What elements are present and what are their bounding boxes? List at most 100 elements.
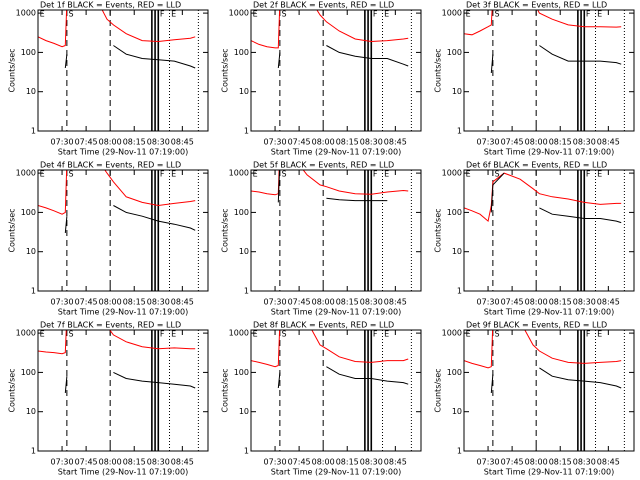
y-tick-label: 1 (31, 127, 36, 136)
y-tick-label: 1000 (229, 9, 249, 18)
y-tick-label: 1000 (442, 329, 462, 338)
annotation: F (160, 170, 165, 179)
y-axis-label: Counts/sec (221, 48, 230, 92)
annotation: E (597, 330, 602, 339)
panel: Det 5f BLACK = Events, RED = LLD Counts/s… (221, 161, 422, 317)
x-tick-label: 08:30 (360, 458, 383, 467)
x-tick-label: 07:30 (264, 138, 287, 147)
plot-frame (250, 9, 422, 132)
y-tick-label: 10 (239, 247, 249, 256)
x-tick-label: 08:45 (171, 298, 194, 307)
annotation: F (586, 330, 591, 339)
annotation: F (373, 170, 378, 179)
annotation: E (253, 10, 258, 19)
x-axis-label: Start Time (29-Nov-11 07:19:00) (484, 148, 614, 157)
y-tick-label: 1000 (16, 329, 36, 338)
annotation: F (373, 10, 378, 19)
x-tick-label: 08:45 (171, 458, 194, 467)
x-axis-label: Start Time (29-Nov-11 07:19:00) (58, 468, 188, 477)
x-tick-label: 08:00 (525, 298, 548, 307)
plot-frame (463, 9, 635, 132)
chart-title: Det 1f BLACK = Events, RED = LLD (40, 1, 181, 10)
y-tick-label: 100 (21, 208, 36, 217)
y-axis-label: Counts/sec (434, 208, 443, 252)
x-axis-label: Start Time (29-Nov-11 07:19:00) (58, 308, 188, 317)
y-tick-label: 1000 (229, 329, 249, 338)
annotation: E (466, 330, 471, 339)
x-tick-label: 08:15 (549, 458, 572, 467)
chart-title: Det 9f BLACK = Events, RED = LLD (466, 321, 607, 330)
panel: Det 6f BLACK = Events, RED = LLD Counts/s… (434, 161, 635, 317)
annotation: S (281, 170, 286, 179)
x-tick-label: 07:30 (51, 138, 74, 147)
plot-frame (250, 329, 422, 452)
chart-title: Det 4f BLACK = Events, RED = LLD (40, 161, 181, 170)
panel: Det 8f BLACK = Events, RED = LLD Counts/s… (221, 321, 422, 477)
annotation: S (281, 10, 286, 19)
y-tick-label: 10 (26, 247, 36, 256)
annotation: E (171, 170, 176, 179)
annotation: F (373, 330, 378, 339)
chart-title: Det 7f BLACK = Events, RED = LLD (40, 321, 181, 330)
x-tick-label: 08:45 (384, 298, 407, 307)
x-tick-label: 08:00 (99, 138, 122, 147)
x-tick-label: 07:30 (477, 138, 500, 147)
x-tick-label: 08:15 (123, 298, 146, 307)
series-line (464, 330, 622, 369)
annotation: S (68, 170, 73, 179)
x-axis-label: Start Time (29-Nov-11 07:19:00) (484, 468, 614, 477)
x-tick-label: 08:00 (99, 458, 122, 467)
y-tick-label: 10 (239, 407, 249, 416)
series-line (464, 10, 622, 36)
y-tick-label: 100 (234, 208, 249, 217)
x-tick-label: 07:30 (477, 298, 500, 307)
y-axis-label: Counts/sec (434, 368, 443, 412)
annotation: S (494, 330, 499, 339)
y-tick-label: 100 (447, 48, 462, 57)
x-tick-label: 08:45 (597, 138, 620, 147)
x-tick-label: 07:45 (288, 138, 311, 147)
series-line (38, 170, 196, 215)
x-tick-label: 08:30 (147, 298, 170, 307)
annotation: E (384, 170, 389, 179)
annotation: S (494, 170, 499, 179)
annotation: E (40, 10, 45, 19)
series-line (38, 330, 196, 355)
y-tick-label: 100 (234, 368, 249, 377)
y-axis-label: Counts/sec (8, 368, 17, 412)
x-tick-label: 08:00 (99, 298, 122, 307)
x-tick-label: 07:45 (288, 458, 311, 467)
x-axis-label: Start Time (29-Nov-11 07:19:00) (484, 308, 614, 317)
annotation: S (494, 10, 499, 19)
series-line (64, 205, 196, 234)
annotation: F (586, 10, 591, 19)
y-tick-label: 1000 (16, 169, 36, 178)
annotation: F (160, 330, 165, 339)
x-tick-label: 07:45 (501, 138, 524, 147)
panel: Det 1f BLACK = Events, RED = LLD Counts/s… (8, 1, 209, 157)
chart-title: Det 5f BLACK = Events, RED = LLD (253, 161, 394, 170)
x-tick-label: 08:45 (384, 138, 407, 147)
x-tick-label: 07:30 (51, 298, 74, 307)
chart-title: Det 6f BLACK = Events, RED = LLD (466, 161, 607, 170)
y-tick-label: 1000 (16, 9, 36, 18)
x-tick-label: 08:30 (360, 298, 383, 307)
x-tick-label: 08:30 (573, 138, 596, 147)
y-tick-label: 1 (457, 287, 462, 296)
series-line (251, 10, 409, 49)
x-axis-label: Start Time (29-Nov-11 07:19:00) (271, 308, 401, 317)
y-tick-label: 1 (457, 127, 462, 136)
annotation: F (160, 10, 165, 19)
series-line (464, 172, 622, 223)
x-tick-label: 07:45 (75, 298, 98, 307)
x-tick-label: 08:15 (336, 138, 359, 147)
x-tick-label: 08:45 (597, 458, 620, 467)
y-tick-label: 1000 (442, 9, 462, 18)
x-tick-label: 08:30 (360, 138, 383, 147)
y-axis-label: Counts/sec (8, 48, 17, 92)
x-tick-label: 08:15 (336, 298, 359, 307)
y-tick-label: 1 (244, 287, 249, 296)
y-tick-label: 1000 (229, 169, 249, 178)
